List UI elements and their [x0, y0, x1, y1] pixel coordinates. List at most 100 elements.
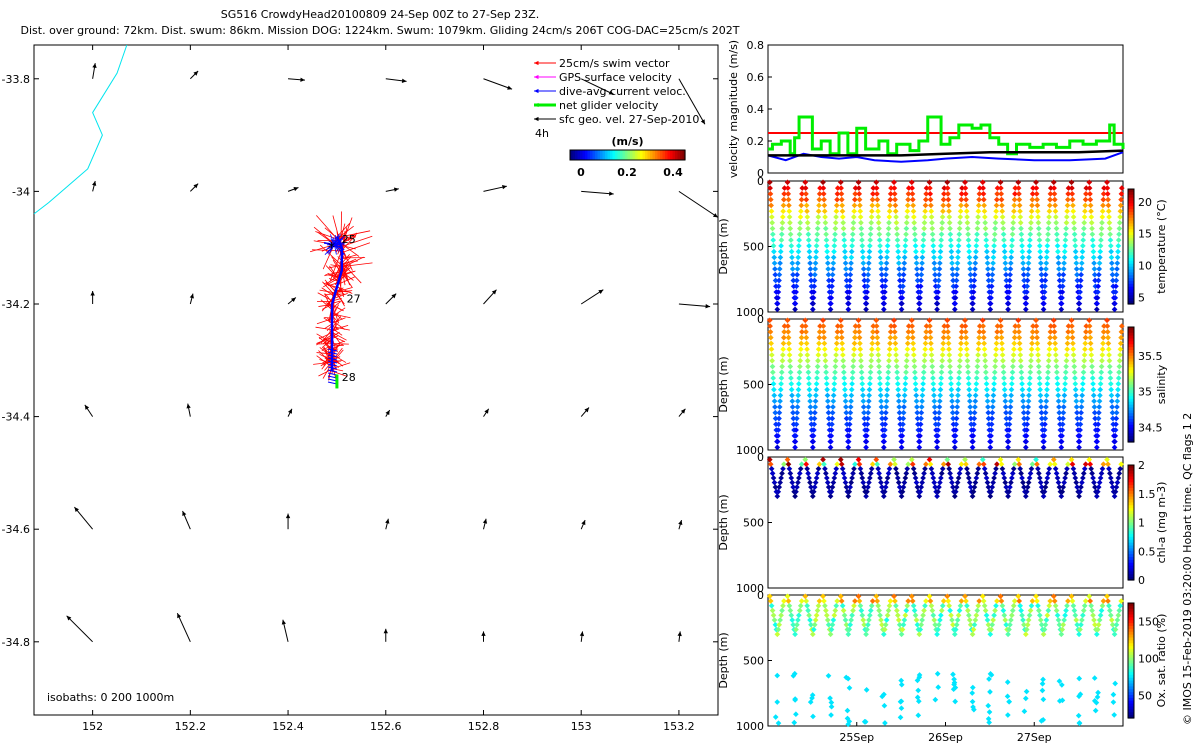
profile-point: [905, 196, 911, 203]
profile-point: [962, 185, 969, 191]
profile-point: [1016, 191, 1022, 197]
profile-point: [967, 271, 974, 278]
profile-point: [985, 716, 992, 722]
profile-point: [938, 375, 945, 381]
profile-point: [1113, 484, 1120, 490]
profile-point: [998, 191, 1005, 197]
profile-point: [785, 185, 791, 191]
profile-point: [1037, 392, 1044, 399]
profile-point: [820, 456, 826, 463]
depth-colorbar-cell: [1128, 424, 1134, 429]
profile-point: [922, 602, 928, 609]
depth-colorbar-cell: [1128, 214, 1134, 219]
profile-point: [1088, 346, 1094, 353]
profile-point: [1061, 479, 1067, 486]
profile-point: [778, 381, 784, 387]
profile-point: [1035, 357, 1042, 364]
profile-point: [1011, 196, 1018, 203]
profile-point: [804, 214, 811, 220]
profile-point: [1062, 237, 1069, 243]
depth-colorbar-cell: [1128, 654, 1134, 659]
profile-point: [1053, 225, 1060, 232]
profile-point: [1097, 612, 1104, 619]
profile-point: [1035, 363, 1042, 370]
depth-y-tick-label: 500: [743, 241, 764, 254]
profile-point: [941, 191, 947, 197]
colorbar-cell: [672, 150, 676, 160]
profile-point: [949, 271, 956, 278]
profile-point: [900, 421, 906, 428]
profile-point: [778, 612, 784, 619]
swim-vector: [325, 281, 336, 292]
profile-point: [1116, 607, 1123, 614]
profile-point: [899, 427, 906, 433]
profile-point: [1096, 479, 1103, 486]
profile-point: [1111, 712, 1118, 718]
profile-point: [910, 340, 916, 347]
profile-point: [1020, 266, 1027, 272]
profile-point: [877, 254, 884, 261]
profile-point: [1117, 352, 1123, 358]
profile-point: [985, 621, 992, 628]
depth-colorbar-cell: [1128, 646, 1134, 650]
profile-point: [1010, 602, 1017, 609]
profile-point: [974, 607, 981, 614]
profile-point: [1021, 277, 1027, 284]
profile-point: [803, 334, 810, 341]
profile-point: [1093, 493, 1100, 500]
profile-point: [1018, 225, 1024, 232]
profile-point: [973, 612, 980, 619]
depth-colorbar-cell: [1128, 272, 1134, 276]
profile-point: [948, 386, 955, 393]
profile-point: [878, 271, 885, 278]
depth-colorbar-tick-label: 1: [1138, 517, 1145, 530]
profile-point: [1061, 386, 1068, 393]
profile-point: [1038, 409, 1045, 416]
profile-point: [770, 381, 777, 387]
depth-colorbar-cell: [1128, 206, 1134, 210]
profile-point: [1046, 602, 1053, 609]
profile-point: [869, 598, 876, 604]
surface-current-arrow-head: [680, 408, 686, 414]
profile-point: [805, 369, 812, 376]
profile-point: [880, 306, 887, 313]
profile-point: [864, 421, 871, 428]
profile-point: [876, 470, 882, 477]
profile-point: [921, 470, 927, 477]
profile-point: [1011, 208, 1017, 215]
profile-point: [1111, 631, 1118, 638]
profile-point: [1086, 179, 1093, 186]
depth-colorbar-cell: [1128, 373, 1134, 377]
profile-point: [1061, 260, 1067, 267]
profile-point: [1053, 214, 1059, 220]
profile-point: [931, 398, 938, 405]
profile-point: [1047, 323, 1054, 329]
profile-point: [1094, 300, 1100, 307]
depth-colorbar-cell: [1128, 568, 1134, 572]
profile-point: [1100, 329, 1107, 335]
profile-point: [1023, 626, 1030, 633]
profile-point: [969, 690, 976, 696]
profile-point: [770, 243, 777, 249]
profile-point: [934, 631, 940, 638]
profile-point: [804, 219, 811, 226]
swim-vector: [328, 264, 342, 269]
profile-point: [1026, 248, 1033, 255]
profile-point: [1116, 363, 1123, 370]
profile-point: [828, 626, 835, 633]
profile-point: [914, 484, 921, 490]
profile-point: [1042, 277, 1049, 284]
swim-vector: [331, 335, 346, 343]
profile-point: [970, 289, 977, 295]
profile-point: [947, 369, 954, 376]
profile-point: [988, 432, 994, 439]
velocity-y-tick-label: 0.4: [747, 103, 765, 116]
profile-point: [815, 208, 822, 215]
profile-point: [878, 479, 884, 486]
surface-current-arrow-head: [287, 408, 292, 414]
profile-point: [970, 704, 976, 710]
profile-point: [892, 461, 898, 468]
profile-point: [1028, 219, 1034, 226]
profile-point: [940, 196, 947, 203]
profile-point: [1100, 191, 1107, 197]
